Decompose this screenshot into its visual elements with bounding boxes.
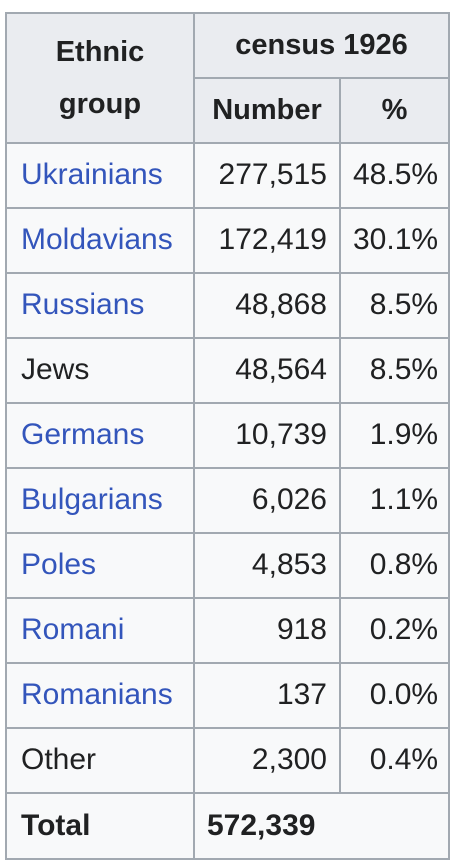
number-cell: 10,739 — [193, 402, 341, 469]
percent-cell: 0.8% — [338, 532, 451, 599]
percent-cell: 0.0% — [338, 662, 451, 729]
group-cell: Ukrainians — [5, 142, 195, 209]
total-number: 572,339 — [192, 792, 451, 860]
number-cell: 4,853 — [193, 532, 341, 599]
percent-header: % — [338, 77, 451, 144]
percent-cell: 0.4% — [338, 727, 451, 794]
table-row: Germans 10,739 1.9% — [5, 402, 451, 469]
percent-cell: 30.1% — [338, 207, 451, 274]
number-cell: 2,300 — [193, 727, 341, 794]
group-link[interactable]: Romani — [21, 613, 125, 647]
number-header: Number — [193, 77, 341, 144]
percent-cell: 0.2% — [338, 597, 451, 664]
ethnic-group-header: Ethnic group — [5, 12, 195, 144]
group-link[interactable]: Germans — [21, 418, 145, 452]
percent-cell: 48.5% — [338, 142, 451, 209]
group-link[interactable]: Romanians — [21, 678, 173, 712]
group-cell: Romani — [5, 597, 195, 664]
number-cell: 918 — [193, 597, 341, 664]
group-link[interactable]: Poles — [21, 548, 97, 582]
header-row-bottom: Number % — [6, 77, 451, 144]
table-row: Bulgarians 6,026 1.1% — [5, 467, 451, 534]
number-cell: 277,515 — [193, 142, 341, 209]
percent-cell: 8.5% — [338, 337, 451, 404]
number-cell: 6,026 — [193, 467, 341, 534]
group-cell: Russians — [5, 272, 195, 339]
group-link[interactable]: Russians — [21, 288, 145, 322]
table-row: Ukrainians 277,515 48.5% — [5, 142, 451, 209]
total-label: Total — [5, 792, 195, 860]
group-label: Jews — [21, 353, 90, 387]
group-cell: Germans — [5, 402, 195, 469]
table-row: Romani 918 0.2% — [5, 597, 451, 664]
table-row: Poles 4,853 0.8% — [5, 532, 451, 599]
table-row: Moldavians 172,419 30.1% — [5, 207, 451, 274]
group-cell: Moldavians — [5, 207, 195, 274]
percent-cell: 1.1% — [338, 467, 451, 534]
table-row: Romanians 137 0.0% — [5, 662, 451, 729]
table-body: Ukrainians 277,515 48.5% Moldavians 172,419 3… — [5, 142, 451, 794]
group-cell: Bulgarians — [5, 467, 195, 534]
group-cell: Jews — [5, 337, 195, 404]
total-row: Total 572,339 — [5, 792, 451, 860]
table-row: Russians 48,868 8.5% — [5, 272, 451, 339]
table-row: Jews 48,564 8.5% — [5, 337, 451, 404]
percent-cell: 1.9% — [338, 402, 451, 469]
census-1926-header: census 1926 — [192, 12, 451, 79]
group-link[interactable]: Ukrainians — [21, 158, 163, 192]
group-cell: Romanians — [5, 662, 195, 729]
number-cell: 172,419 — [193, 207, 341, 274]
number-cell: 137 — [193, 662, 341, 729]
header-row-top: Ethnic group census 1926 — [5, 12, 451, 144]
table-row: Other 2,300 0.4% — [5, 727, 451, 794]
number-cell: 48,868 — [193, 272, 341, 339]
number-cell: 48,564 — [193, 337, 341, 404]
group-link[interactable]: Moldavians — [21, 223, 173, 257]
group-cell: Other — [5, 727, 195, 794]
percent-cell: 8.5% — [338, 272, 451, 339]
group-cell: Poles — [5, 532, 195, 599]
ethnic-census-table: Ethnic group census 1926 Number % Ukrain… — [5, 12, 451, 860]
group-label: Other — [21, 743, 97, 777]
group-link[interactable]: Bulgarians — [21, 483, 163, 517]
